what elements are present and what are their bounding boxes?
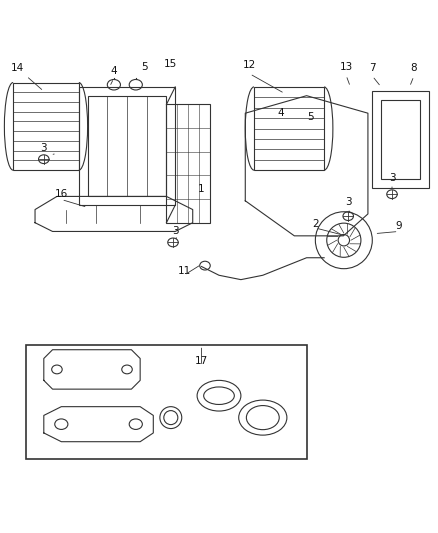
Text: 5: 5	[141, 62, 148, 71]
Text: 3: 3	[40, 143, 47, 152]
Text: 5: 5	[307, 112, 314, 122]
Text: 3: 3	[389, 173, 396, 183]
Bar	[79, 87, 175, 205]
Text: 13: 13	[339, 62, 353, 71]
Text: 15: 15	[164, 59, 177, 69]
Bar	[372, 91, 429, 188]
Text: 4: 4	[277, 108, 284, 118]
Bar	[254, 87, 324, 170]
Text: 16: 16	[55, 189, 68, 199]
Text: 14: 14	[11, 63, 24, 73]
Text: 12: 12	[243, 60, 256, 70]
Text: 9: 9	[395, 221, 402, 231]
Text: 4: 4	[110, 66, 117, 76]
Text: 11: 11	[177, 266, 191, 276]
Text: 3: 3	[345, 197, 352, 207]
Bar	[166, 104, 210, 223]
Text: 7: 7	[369, 63, 376, 73]
Text: 1: 1	[198, 184, 205, 194]
Bar	[381, 100, 420, 179]
Text: 8: 8	[410, 63, 417, 73]
Bar	[13, 83, 79, 170]
Text: 3: 3	[172, 226, 179, 236]
Bar	[26, 345, 307, 459]
Text: 2: 2	[312, 219, 319, 229]
Text: 17: 17	[195, 357, 208, 366]
Bar	[88, 96, 166, 197]
